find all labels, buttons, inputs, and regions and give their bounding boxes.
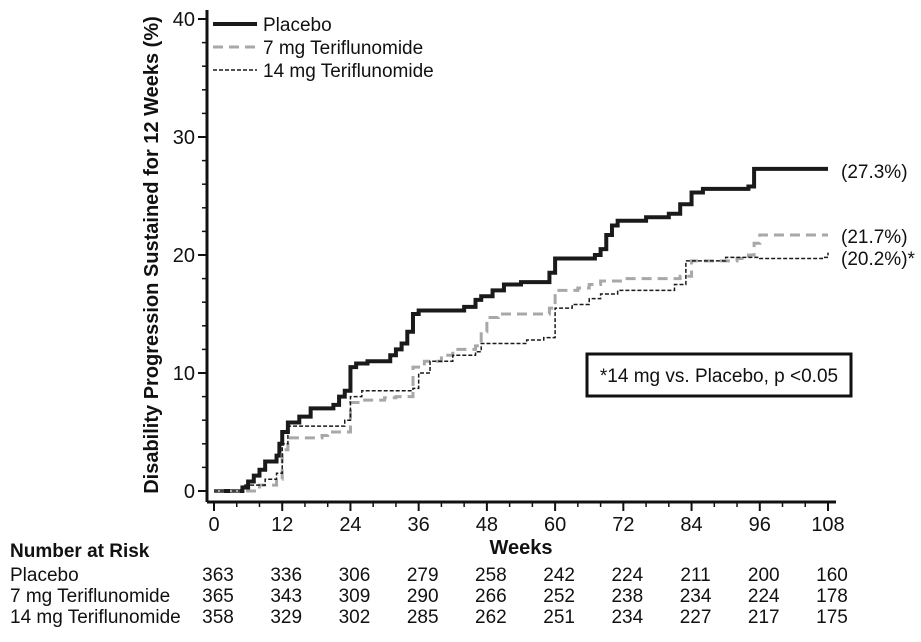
- risk-cell: 160: [816, 565, 848, 586]
- risk-cell: 258: [475, 565, 507, 586]
- risk-cell: 224: [611, 565, 643, 586]
- y-axis-title: Disability Progression Sustained for 12 …: [141, 16, 163, 494]
- axes: 0 10 20 30 40 0 12 24 36 48 60 72 84 96 108 Weeks Disabi…: [141, 9, 845, 559]
- risk-cell: 365: [202, 586, 234, 607]
- x-tick-label: 96: [749, 514, 771, 536]
- risk-cell: 224: [748, 586, 780, 607]
- y-tick-label: 30: [173, 127, 195, 149]
- risk-cell: 251: [543, 607, 575, 628]
- risk-cell: 211: [680, 565, 710, 586]
- risk-cell: 309: [339, 586, 371, 607]
- risk-table: Placebo 363 336 306 279 258 242 224 211 200 160 7 m…: [10, 565, 848, 628]
- series-lines: [214, 166, 829, 493]
- risk-cell: 329: [270, 607, 302, 628]
- x-tick-label: 108: [811, 514, 844, 536]
- risk-cell: 290: [407, 586, 439, 607]
- risk-cell: 262: [475, 607, 507, 628]
- risk-cell: 285: [407, 607, 439, 628]
- risk-cell: 242: [543, 565, 575, 586]
- x-tick-label: 0: [208, 514, 219, 536]
- x-tick-label: 72: [612, 514, 634, 536]
- series-line-1: [214, 166, 828, 493]
- end-label: (21.7%): [841, 227, 908, 248]
- risk-cell: 217: [748, 607, 780, 628]
- risk-cell: 343: [270, 586, 302, 607]
- y-tick-label: 40: [173, 9, 195, 31]
- x-tick-label: 36: [408, 514, 430, 536]
- risk-cell: 306: [339, 565, 371, 586]
- risk-row-label: 7 mg Teriflunomide: [10, 586, 170, 607]
- risk-cell: 279: [407, 565, 439, 586]
- risk-cell: 234: [611, 607, 643, 628]
- significance-note: *14 mg vs. Placebo, p <0.05: [600, 366, 838, 387]
- risk-cell: 175: [816, 607, 848, 628]
- risk-cell: 178: [816, 586, 848, 607]
- x-tick-label: 12: [271, 514, 293, 536]
- legend-label: 7 mg Teriflunomide: [263, 38, 423, 59]
- risk-cell: 200: [748, 565, 780, 586]
- risk-row-label: 14 mg Teriflunomide: [10, 607, 181, 628]
- risk-cell: 302: [339, 607, 371, 628]
- x-tick-label: 84: [680, 514, 702, 536]
- risk-cell: 336: [270, 565, 302, 586]
- legend-label: Placebo: [263, 15, 332, 36]
- risk-cell: 227: [680, 607, 712, 628]
- risk-table-title: Number at Risk: [10, 541, 150, 562]
- series-line-2: [214, 233, 828, 493]
- risk-cell: 266: [475, 586, 507, 607]
- risk-cell: 252: [543, 586, 575, 607]
- end-label: (20.2%)*: [841, 249, 916, 270]
- x-axis-title: Weeks: [489, 537, 552, 559]
- x-tick-label: 60: [544, 514, 566, 536]
- risk-cell: 358: [202, 607, 234, 628]
- end-label: (27.3%): [841, 162, 908, 183]
- risk-cell: 234: [680, 586, 712, 607]
- y-tick-label: 20: [173, 245, 195, 267]
- x-tick-label: 24: [339, 514, 361, 536]
- significance-note-box: *14 mg vs. Placebo, p <0.05: [585, 352, 853, 398]
- y-tick-label: 10: [173, 363, 195, 385]
- legend-label: 14 mg Teriflunomide: [263, 61, 434, 82]
- risk-cell: 238: [611, 586, 643, 607]
- series-line-3: [214, 252, 829, 492]
- y-tick-label: 0: [184, 481, 195, 503]
- x-tick-label: 48: [476, 514, 498, 536]
- risk-row-label: Placebo: [10, 565, 79, 586]
- risk-cell: 363: [202, 565, 234, 586]
- end-labels: (27.3%) (21.7%)(20.2%)*: [841, 162, 916, 270]
